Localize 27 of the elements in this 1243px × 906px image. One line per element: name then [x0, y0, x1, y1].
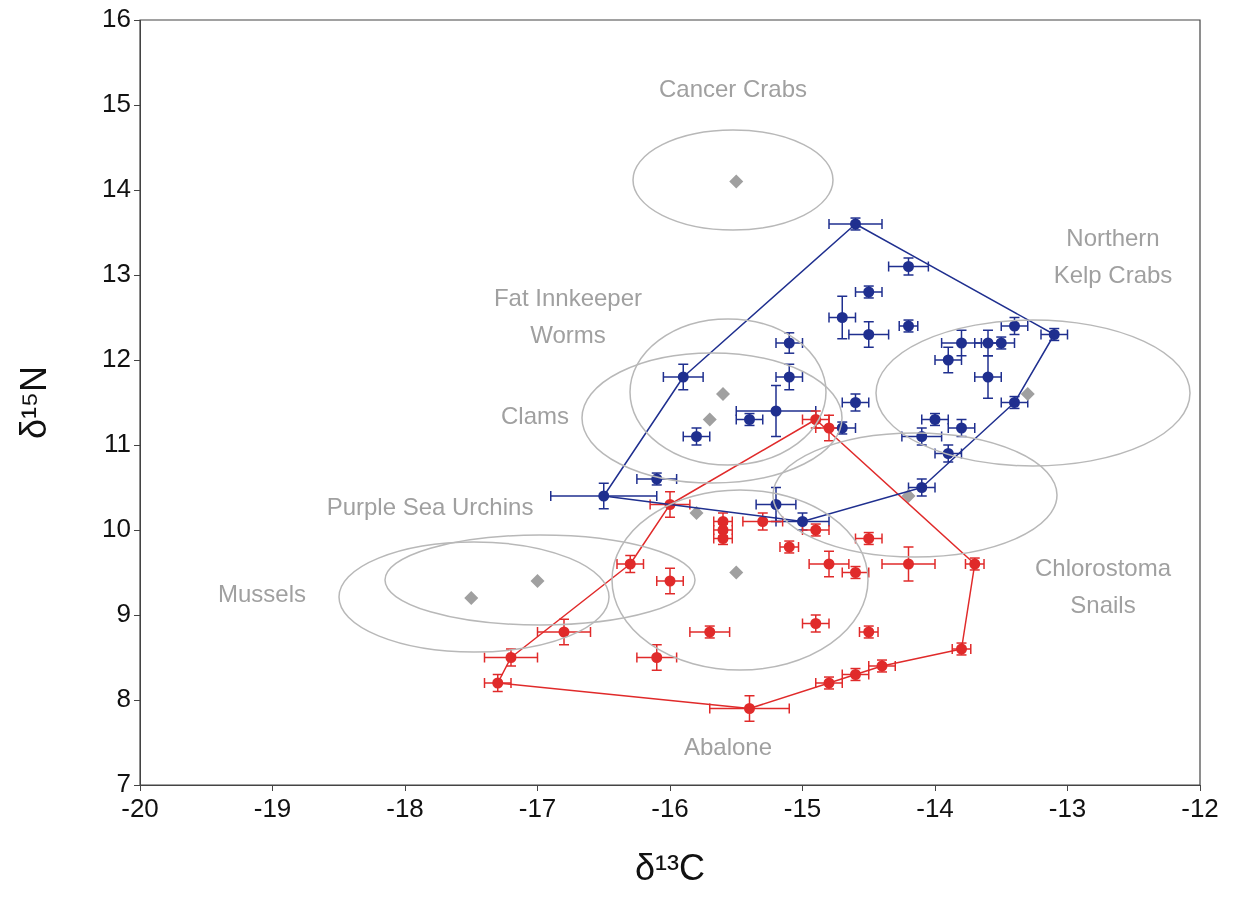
annotation: Northern Kelp Crabs — [1053, 224, 1173, 289]
x-tick-label: -18 — [386, 792, 424, 823]
y-tick-label: 12 — [102, 343, 131, 374]
x-tick-label: -15 — [783, 792, 822, 823]
x-tick-label: -16 — [651, 792, 689, 823]
y-tick-label: 14 — [102, 173, 131, 204]
y-tick-label: 11 — [104, 428, 131, 459]
annotation: Fat Innkeeper Worms — [493, 284, 643, 349]
y-tick-label: 16 — [102, 3, 131, 34]
annotation: Clams — [500, 401, 570, 429]
annotation: Cancer Crabs — [658, 74, 808, 102]
annotation: Abalone — [683, 732, 773, 760]
annotation: Purple Sea Urchins — [326, 492, 534, 520]
y-tick-label: 10 — [102, 513, 131, 544]
x-tick-label: -19 — [253, 792, 292, 823]
y-axis-title: δ¹⁵N — [12, 366, 54, 439]
y-tick-label: 9 — [116, 598, 131, 629]
x-tick-label: -17 — [518, 792, 557, 823]
x-tick-label: -12 — [1181, 792, 1219, 823]
x-tick-label: -13 — [1048, 792, 1087, 823]
annotation: Mussels — [217, 579, 307, 607]
y-tick-label: 13 — [102, 258, 131, 289]
y-tick-label: 15 — [102, 88, 131, 119]
x-tick-label: -14 — [916, 792, 954, 823]
y-tick-label: 8 — [116, 683, 131, 714]
x-axis-title: δ¹³C — [634, 847, 706, 889]
annotation: Chlorostoma Snails — [1034, 554, 1172, 619]
